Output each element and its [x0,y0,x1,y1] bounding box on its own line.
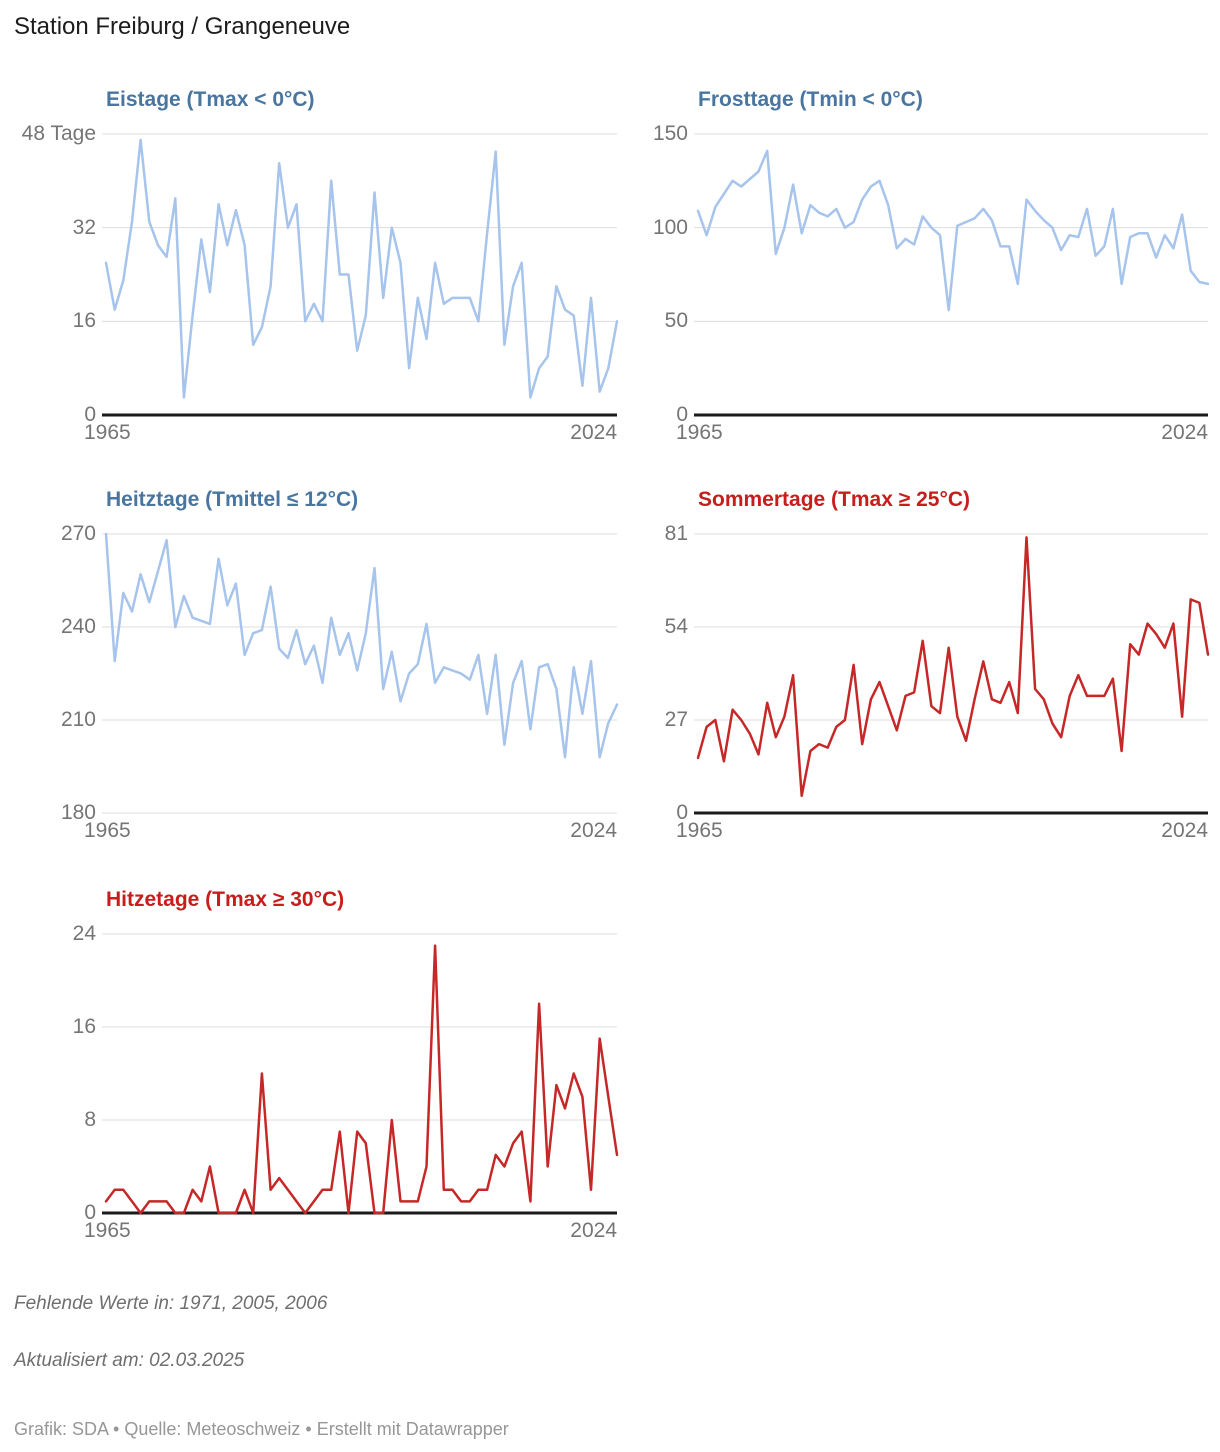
chart-title-heitztage: Heitztage (Tmittel ≤ 12°C) [106,488,359,511]
data-line-heitztage [104,532,619,759]
y-axis-label-eistage: 48 Tage [21,122,96,145]
y-axis-label-sommertage: 0 [676,801,688,824]
y-axis-label-frosttage: 50 [664,309,688,333]
page-title: Station Freiburg / Grangeneuve [14,13,351,40]
chart-title-hitzetage: Hitzetage (Tmax ≥ 30°C) [106,888,345,911]
data-line-sommertage [696,536,1210,798]
y-axis-label-hitzetage: 16 [72,1015,96,1038]
plot-area-heitztage [102,532,619,814]
plot-area-sommertage [694,533,1210,815]
y-axis-label-heitztage: 270 [60,522,96,545]
y-axis-label-eistage: 0 [84,403,96,426]
x-axis-label-end-heitztage: 2024 [570,819,617,842]
x-axis-label-end-hitzetage: 2024 [570,1219,617,1242]
x-axis-label-end-eistage: 2024 [570,421,617,444]
chart-title-sommertage: Sommertage (Tmax ≥ 25°C) [698,488,971,511]
y-axis-label-sommertage: 27 [664,708,688,731]
y-axis-label-hitzetage: 24 [72,922,96,945]
chart-title-eistage: Eistage (Tmax < 0°C) [106,88,315,111]
y-axis-label-sommertage: 81 [664,522,688,545]
x-axis-label-start-hitzetage: 1965 [84,1219,131,1242]
y-axis-label-frosttage: 0 [676,403,688,426]
y-axis-label-eistage: 16 [72,309,96,333]
data-line-frosttage [696,149,1210,312]
footer-note-missing-values: Fehlende Werte in: 1971, 2005, 2006 [14,1293,328,1314]
y-axis-label-hitzetage: 0 [84,1201,96,1224]
x-axis-label-start-frosttage: 1965 [676,421,723,444]
y-axis-label-hitzetage: 8 [84,1108,96,1131]
y-axis-label-heitztage: 180 [60,801,96,824]
footer-note-updated: Aktualisiert am: 02.03.2025 [14,1350,245,1371]
x-axis-label-start-eistage: 1965 [84,421,131,444]
chart-title-frosttage: Frosttage (Tmin < 0°C) [698,88,923,111]
plot-area-eistage [102,133,619,417]
y-axis-label-heitztage: 210 [60,708,96,731]
y-axis-label-eistage: 32 [72,215,96,239]
x-axis-label-end-sommertage: 2024 [1161,819,1208,842]
y-axis-label-frosttage: 150 [652,122,688,145]
x-axis-label-start-heitztage: 1965 [84,819,131,842]
data-line-eistage [104,138,619,399]
x-axis-label-end-frosttage: 2024 [1161,421,1208,444]
plot-area-hitzetage [102,933,619,1215]
footer-credit: Grafik: SDA • Quelle: Meteoschweiz • Ers… [14,1419,509,1439]
plot-area-frosttage [694,133,1210,417]
y-axis-label-sommertage: 54 [664,615,688,638]
x-axis-label-start-sommertage: 1965 [676,819,723,842]
data-line-hitzetage [104,944,619,1215]
y-axis-label-frosttage: 100 [652,215,688,239]
y-axis-label-heitztage: 240 [60,615,96,638]
